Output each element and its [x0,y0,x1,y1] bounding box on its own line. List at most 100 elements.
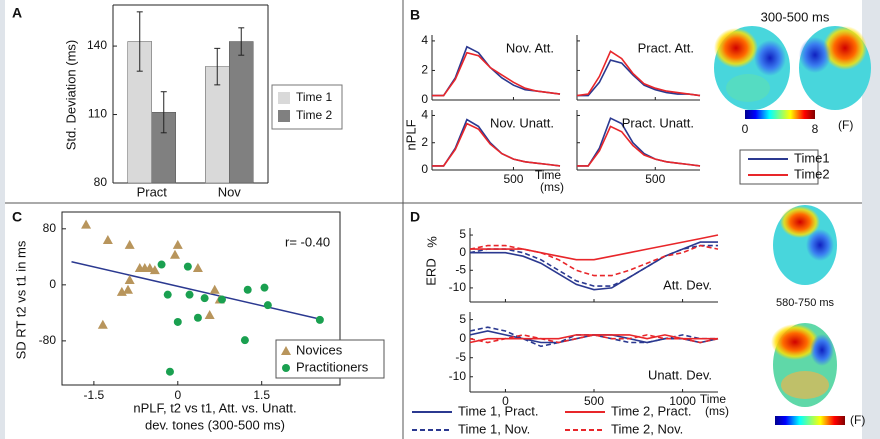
topomap-head [771,323,837,407]
x-axis-label: nPLF, t2 vs t1, Att. vs. Unatt. [133,400,296,415]
scatter-point [185,290,194,299]
scatter-point [169,249,180,259]
scatter-point [165,367,174,376]
legend-label: Time 2, Nov. [611,421,683,436]
colorbar-tick-label: 8 [812,122,819,136]
y-axis-unit: % [424,236,439,248]
colorbar [745,110,815,119]
bar [205,66,230,184]
series-line [469,244,719,277]
x-tick-label: 500 [645,172,665,186]
legend-swatch [278,92,290,104]
scatter-point [200,294,209,303]
x-tick-label: 500 [584,394,604,408]
y-tick-label: 80 [94,175,108,189]
y-axis-label: nPLF [403,119,418,150]
scatter-point [157,260,166,269]
y-tick-label: 5 [459,312,466,326]
series-line [432,122,561,167]
x-axis-label: dev. tones (300-500 ms) [145,417,285,432]
scatter-point [123,284,134,294]
y-tick-label: -5 [455,350,466,364]
topomap-head [799,26,871,110]
annotation: r= -0.40 [285,234,330,249]
panel-label: B [410,7,420,23]
y-tick-label: 0 [421,162,428,176]
x-tick-label: 500 [503,172,523,186]
colorbar-tick-label: 0 [742,122,749,136]
subplot-title: Nov. Unatt. [490,115,554,130]
scatter-point [204,309,215,319]
legend-box [739,149,819,185]
y-tick-label: 2 [421,135,428,149]
topomap-head [714,26,790,110]
colorbar-label: (F) [838,118,853,132]
panel-label: C [12,209,22,225]
x-tick-label: 1000 [669,394,696,408]
series-line [577,59,701,97]
x-axis-label: Time [535,168,562,182]
y-tick-label: 0 [459,331,466,345]
legend-label: Time2 [794,166,830,181]
scatter-point [163,290,172,299]
y-tick-label: -10 [449,280,467,294]
y-tick-label: 110 [88,107,107,121]
error-bar [136,11,143,72]
series-line [576,50,701,97]
topomap-title: 580-750 ms [776,297,835,309]
y-tick-label: 0 [421,92,428,106]
scatter-point [263,301,272,310]
scatter-point [260,283,269,292]
colorbar [775,416,845,425]
topomap-title: 300-500 ms [761,9,830,24]
scatter-point [134,263,145,273]
y-tick-label: 5 [459,227,466,241]
legend-swatch [278,110,290,122]
x-tick-label: -1.5 [84,388,105,402]
x-tick-label: 1.5 [253,388,270,402]
y-tick-label: 4 [421,108,428,122]
x-axis-label: Time [700,392,727,406]
x-tick-label: 0 [502,394,509,408]
scatter-point [81,219,92,229]
legend-label: Time 2 [296,108,333,122]
legend-label: Time 1, Nov. [458,421,530,436]
scatter-point [124,274,135,284]
error-bar [214,47,221,86]
legend-label: Novices [296,342,343,357]
series-line [577,125,701,167]
subplot-title: Pract. Att. [638,40,694,55]
scatter-point [192,263,203,273]
legend-box [275,339,385,379]
legend-label: Time1 [794,150,830,165]
x-tick-label: Nov [218,184,242,199]
error-bar [160,91,167,134]
scatter-point [102,235,113,245]
legend-label: Time 2, Pract. [611,403,691,418]
subplot-title: Nov. Att. [506,40,554,55]
error-bar [238,27,245,56]
scatter-point [193,313,202,322]
subplot-title: Unatt. Dev. [648,367,712,382]
panel-label: A [12,5,22,21]
scatter-point [209,284,220,294]
x-tick-label: 0 [174,388,181,402]
legend-label: Time 1, Pract. [458,403,538,418]
scatter-point [172,239,183,249]
scatter-point [315,315,324,324]
scatter-point [149,265,160,275]
bar [229,41,254,184]
y-tick-label: -10 [449,369,467,383]
y-tick-label: -5 [455,262,466,276]
y-axis-label: Std. Deviation (ms) [63,40,78,151]
x-axis-label: (ms) [705,404,729,418]
series-line [469,244,718,287]
scatter-point [173,317,182,326]
scatter-point [240,336,249,345]
fit-line [71,260,324,321]
series-line [432,51,561,97]
y-tick-label: 140 [87,38,107,52]
y-tick-label: -80 [39,333,57,347]
